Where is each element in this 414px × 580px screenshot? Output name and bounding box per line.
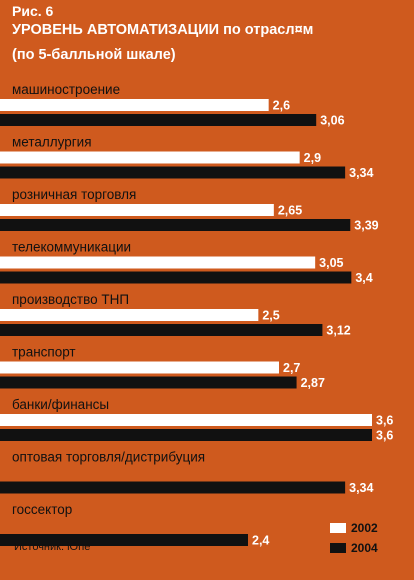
category-label: оптовая торговля/дистрибуция [12, 450, 205, 465]
category-label: производство ТНП [12, 292, 129, 307]
legend-label-2004: 2004 [351, 541, 378, 555]
bar-2002 [0, 309, 259, 321]
bar-2004 [0, 481, 346, 494]
bar-2004 [0, 324, 323, 336]
bar-2004 [0, 376, 297, 389]
bar-value-label: 2,9 [304, 151, 321, 165]
bar-value-label: 2,6 [273, 99, 290, 113]
bar-2002 [0, 204, 274, 216]
legend-item-2004: 2004 [330, 541, 378, 555]
bar-2002 [0, 361, 279, 374]
category-label: телекоммуникации [12, 240, 131, 255]
bar-2002 [0, 99, 269, 111]
legend-swatch-2004 [330, 543, 346, 553]
bar-2002 [0, 256, 316, 269]
figure-label: Рис. 6 [12, 3, 54, 19]
category-label: транспорт [12, 345, 76, 360]
chart-subtitle: (по 5-балльной шкале) [12, 47, 176, 63]
bar-value-label: 3,34 [349, 481, 373, 495]
bar-value-label: 3,39 [354, 219, 378, 233]
category-label: госсектор [12, 502, 72, 517]
bar-2004 [0, 429, 372, 441]
bar-value-label: 2,7 [283, 361, 300, 375]
bar-2002 [0, 151, 300, 164]
category-label: машиностроение [12, 82, 120, 97]
source-note: Источник: iOne [14, 541, 91, 553]
category-label: металлургия [12, 135, 92, 150]
bar-value-label: 3,05 [319, 256, 343, 270]
bar-value-label: 3,06 [320, 114, 344, 128]
bar-value-label: 2,87 [301, 376, 325, 390]
bar-value-label: 3,4 [355, 271, 372, 285]
bar-value-label: 2,65 [278, 204, 302, 218]
legend-label-2002: 2002 [351, 521, 378, 535]
chart-title: УРОВЕНЬ АВТОМАТИЗАЦИИ по отрасл¤м [12, 22, 314, 38]
legend-swatch-2002 [330, 523, 346, 533]
bar-2004 [0, 271, 352, 284]
bar-value-label: 3,6 [376, 414, 393, 428]
legend-item-2002: 2002 [330, 521, 378, 535]
bar-2004 [0, 114, 317, 126]
bar-2004 [0, 219, 351, 231]
bar-2004 [0, 534, 248, 546]
category-label: розничная торговля [12, 187, 136, 202]
bar-value-label: 3,6 [376, 429, 393, 443]
bar-value-label: 2,5 [262, 309, 279, 323]
category-label: банки/финансы [12, 397, 109, 412]
bar-value-label: 3,12 [326, 324, 350, 338]
bar-value-label: 3,34 [349, 166, 373, 180]
bar-value-label: 2,4 [252, 534, 269, 548]
bar-2002 [0, 414, 372, 426]
bar-2004 [0, 166, 346, 179]
